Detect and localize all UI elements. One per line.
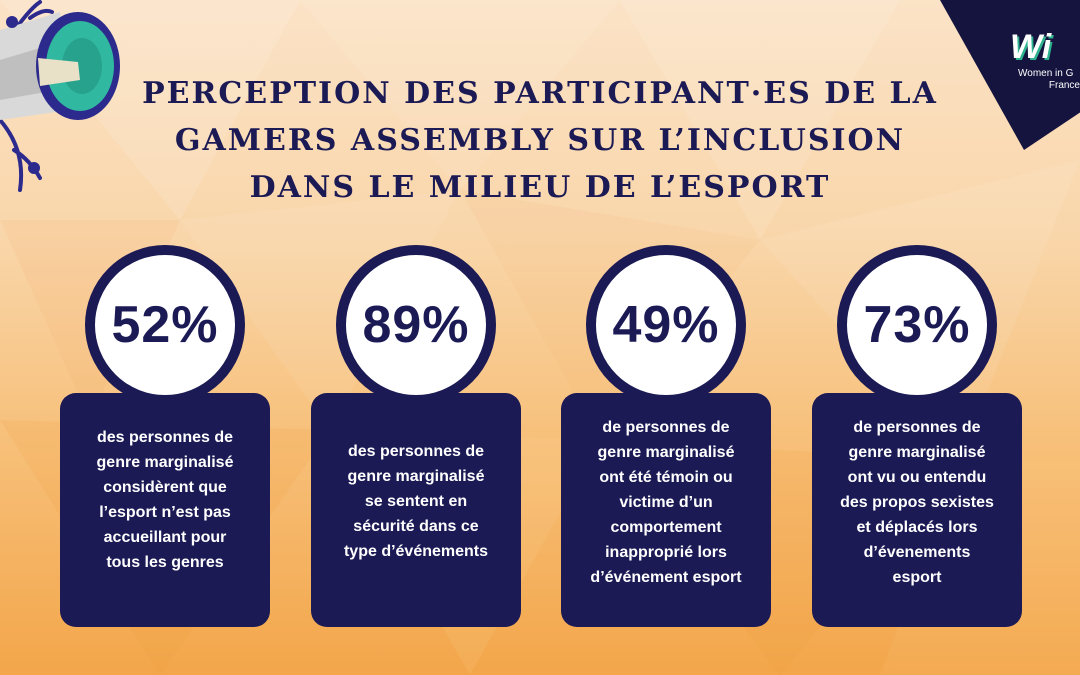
stat-card: de personnes de genre marginalisé ont vu… <box>812 245 1022 627</box>
stat-description-line: ont été témoin ou <box>599 469 733 486</box>
logo-subtitle-line1: Women in G <box>1018 68 1074 79</box>
stat-card-body: des personnes de genre marginalisé se se… <box>311 393 521 627</box>
stat-description-line: sécurité dans ce <box>353 518 479 535</box>
stat-description: de personnes de genre marginalisé ont ét… <box>571 415 761 590</box>
stat-description-line: genre marginalisé <box>597 444 735 461</box>
stat-description-line: victime d’un <box>619 494 713 511</box>
stat-percent: 89% <box>362 296 470 354</box>
logo-subtitle: Women in G France <box>1018 68 1080 92</box>
stat-description-line: l’esport n’est pas <box>99 504 231 521</box>
page-title: Perception des participant·es de la Game… <box>142 76 938 205</box>
stat-card-body: des personnes de genre marginalisé consi… <box>60 393 270 627</box>
stat-circle: 89% <box>336 245 496 405</box>
stat-description-line: de personnes de <box>853 419 981 436</box>
stat-description-line: d’évenements <box>863 544 971 561</box>
stat-card: des personnes de genre marginalisé se se… <box>311 245 521 627</box>
stat-percent: 52% <box>111 296 219 354</box>
stat-circle: 52% <box>85 245 245 405</box>
stat-percent: 49% <box>612 296 720 354</box>
megaphone-icon <box>0 0 120 192</box>
stat-description-line: des propos sexistes <box>840 494 994 511</box>
stat-description-line: de personnes de <box>602 419 730 436</box>
stat-percent: 73% <box>863 296 971 354</box>
stat-description-line: comportement <box>610 519 722 536</box>
stat-card: de personnes de genre marginalisé ont ét… <box>561 245 771 627</box>
stat-description: des personnes de genre marginalisé se se… <box>321 439 511 564</box>
stat-description-line: type d’événements <box>343 543 489 560</box>
stat-description-line: esport <box>892 569 942 586</box>
stat-description-line: tous les genres <box>106 554 224 571</box>
stat-description-line: inapproprié lors <box>605 544 727 561</box>
stat-circle: 49% <box>586 245 746 405</box>
stat-description-line: genre marginalisé <box>96 454 234 471</box>
logo-subtitle-line2: France <box>1048 80 1080 91</box>
stat-description-line: des personnes de <box>347 443 485 460</box>
stat-card-body: de personnes de genre marginalisé ont vu… <box>812 393 1022 627</box>
stat-circle: 73% <box>837 245 997 405</box>
stat-description-line: d’événement esport <box>590 569 742 586</box>
stat-description-line: se sentent en <box>364 493 468 510</box>
stat-description: de personnes de genre marginalisé ont vu… <box>822 415 1012 590</box>
stat-description: des personnes de genre marginalisé consi… <box>70 425 260 575</box>
wigf-logo-icon: Wi <box>1010 28 1052 66</box>
stat-description-line: des personnes de <box>96 429 234 446</box>
stat-card-body: de personnes de genre marginalisé ont ét… <box>561 393 771 627</box>
stat-description-line: accueillant pour <box>103 529 227 546</box>
stat-description-line: genre marginalisé <box>347 468 485 485</box>
stat-description-line: et déplacés lors <box>856 519 978 536</box>
stat-description-line: genre marginalisé <box>848 444 986 461</box>
stat-card: des personnes de genre marginalisé consi… <box>60 245 270 627</box>
stat-description-line: ont vu ou entendu <box>847 469 987 486</box>
stat-description-line: considèrent que <box>103 479 227 496</box>
